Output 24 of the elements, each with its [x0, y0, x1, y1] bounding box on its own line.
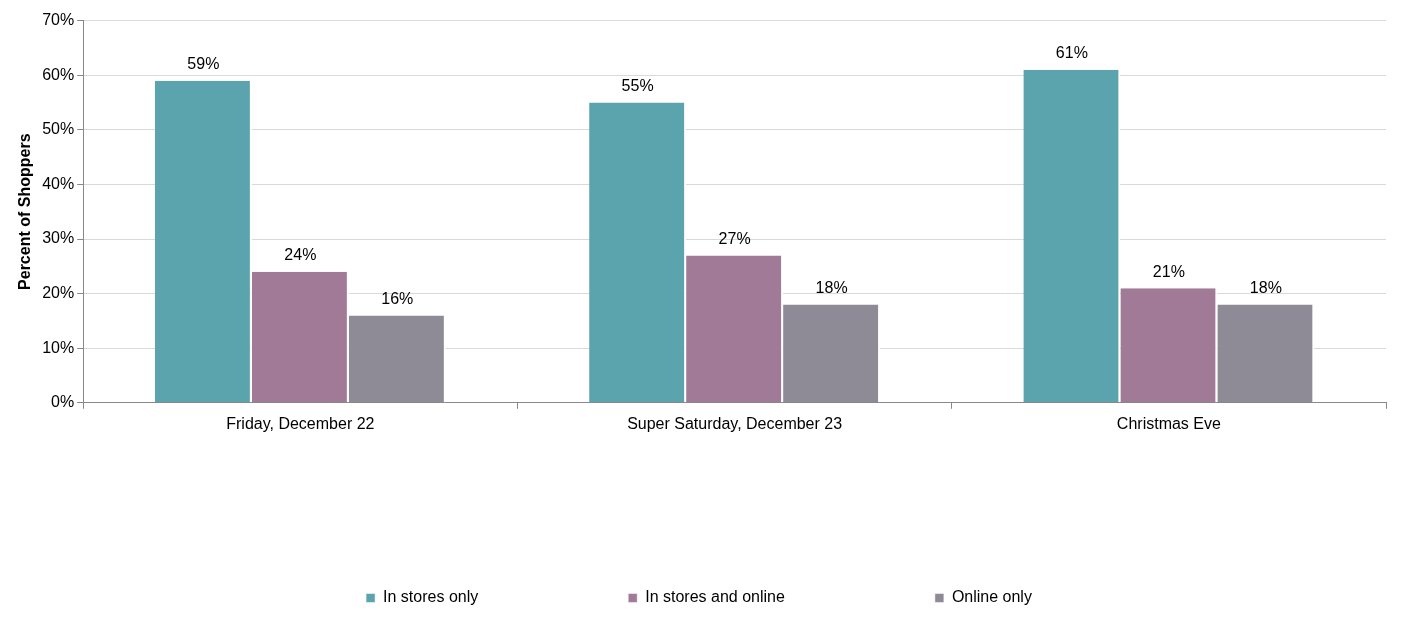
data-label: 61% [1055, 44, 1088, 62]
data-label: 59% [187, 55, 220, 73]
x-tick-label: Super Saturday, December 23 [627, 414, 843, 432]
y-tick-label: 10% [42, 338, 75, 356]
legend-label: Online only [951, 588, 1032, 606]
y-tick-label: 70% [42, 11, 75, 29]
x-tick-label: Christmas Eve [1116, 414, 1221, 432]
data-label: 27% [718, 229, 751, 247]
y-tick-label: 20% [42, 284, 75, 302]
legend-label: In stores only [383, 588, 479, 606]
data-label: 21% [1152, 262, 1185, 280]
y-tick-label: 30% [42, 229, 75, 247]
data-label: 18% [1249, 278, 1282, 296]
legend-label: In stores and online [645, 588, 785, 606]
y-tick-label: 40% [42, 174, 75, 192]
y-tick-label: 60% [42, 65, 75, 83]
y-tick-label: 0% [51, 393, 75, 411]
y-tick-label: 50% [42, 120, 75, 138]
x-tick-label: Friday, December 22 [226, 414, 375, 432]
data-label: 55% [621, 76, 654, 94]
data-label: 18% [815, 278, 848, 296]
data-label: 16% [381, 289, 414, 307]
data-label: 24% [284, 246, 317, 264]
y-axis-title: Percent of Shoppers [16, 133, 34, 290]
